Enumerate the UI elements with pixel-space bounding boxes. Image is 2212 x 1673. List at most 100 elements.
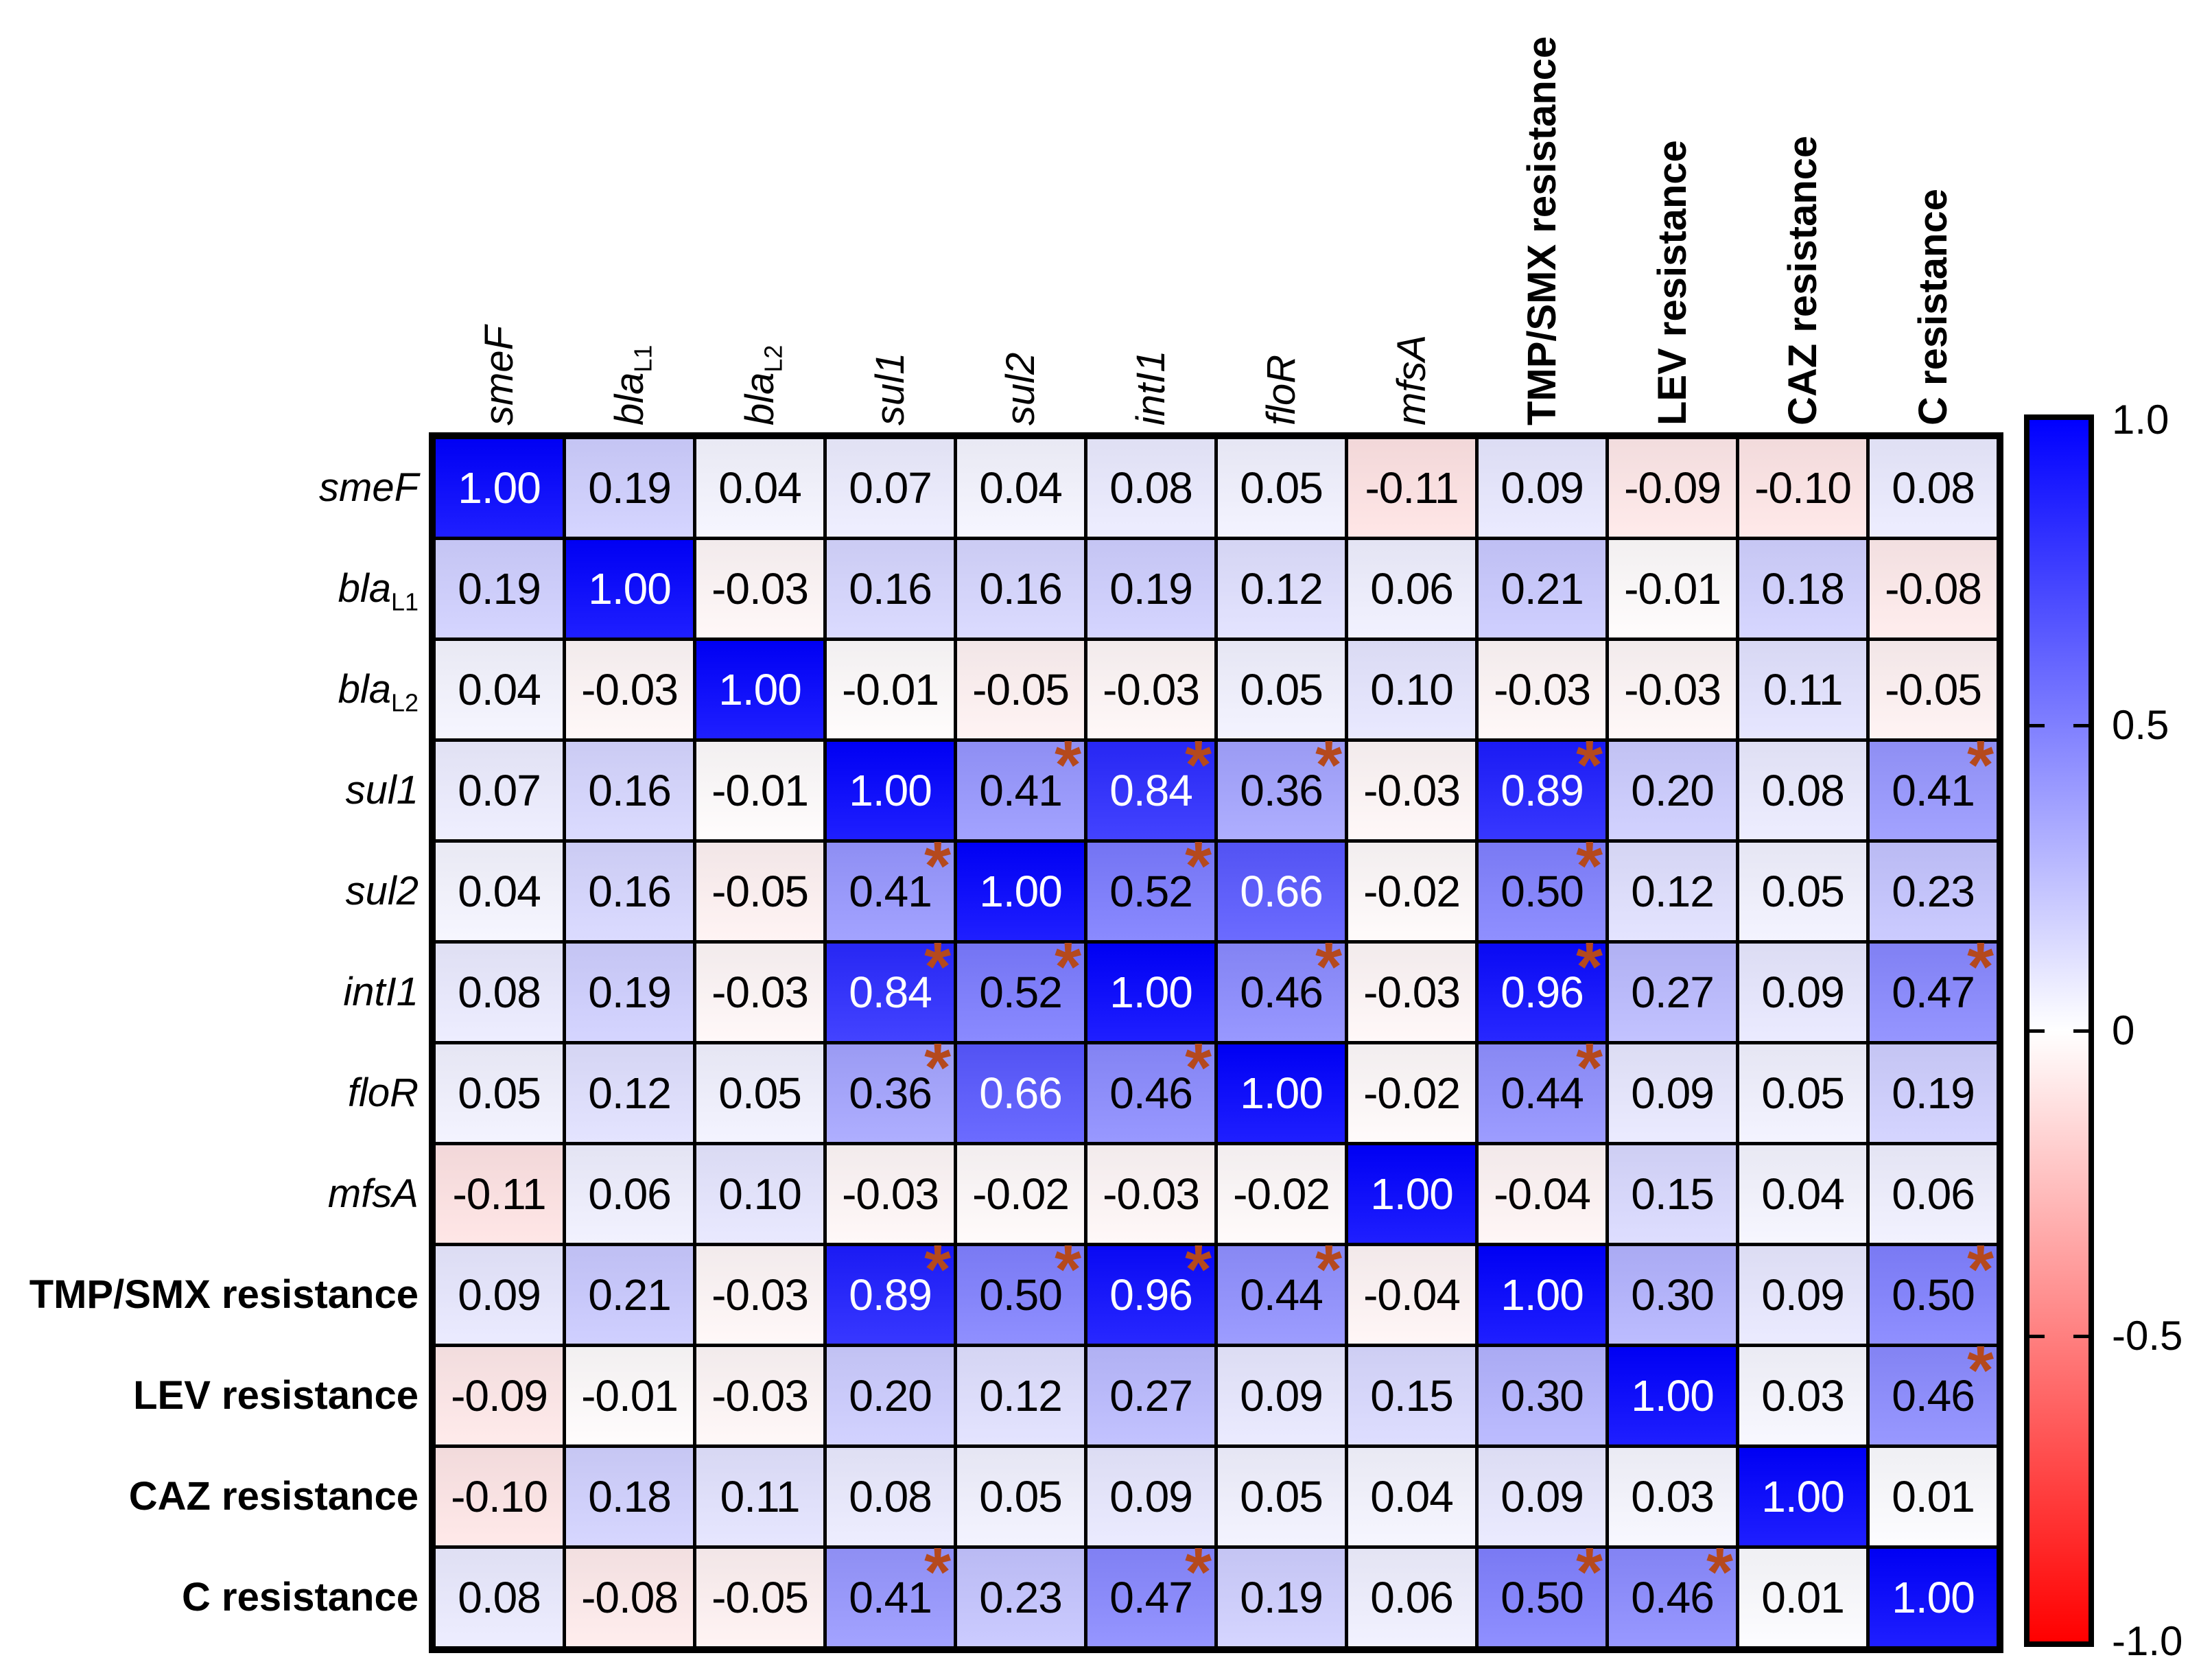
- heatmap-cell: 0.19: [1087, 540, 1214, 637]
- heatmap-cell: 0.10: [696, 1145, 823, 1243]
- heatmap-cell: 0.09: [1739, 1246, 1866, 1344]
- significance-asterisk: *: [1185, 1231, 1212, 1308]
- cell-value: 0.09: [1631, 1068, 1715, 1118]
- cell-value: 0.04: [1370, 1472, 1454, 1521]
- cell-value: 0.44: [1240, 1270, 1323, 1320]
- cell-value: 0.20: [1631, 766, 1715, 815]
- cell-value: 0.05: [979, 1472, 1063, 1521]
- significance-asterisk: *: [1967, 928, 1994, 1005]
- column-label-smeF: smeF: [476, 326, 521, 425]
- heatmap-cell: 0.06: [1870, 1145, 1997, 1243]
- cell-value: -0.08: [1885, 564, 1982, 613]
- heatmap-cell: -0.08: [566, 1549, 693, 1646]
- heatmap-cell: 0.41 *: [827, 832, 954, 940]
- heatmap-cell: 0.05: [1218, 1448, 1345, 1545]
- heatmap-cell: 0.09: [1087, 1448, 1214, 1545]
- cell-value: 1.00: [849, 766, 932, 815]
- row-label-CAZ-resistance: CAZ resistance: [128, 1474, 419, 1519]
- heatmap-cell: 0.47 *: [1870, 933, 1997, 1041]
- significance-asterisk: *: [1706, 1534, 1733, 1611]
- heatmap-cell: -0.03: [1087, 1145, 1214, 1243]
- heatmap-cell: 0.52 *: [957, 933, 1084, 1041]
- heatmap-cell: 1.00: [566, 540, 693, 637]
- row-label-LEV-resistance: LEV resistance: [133, 1373, 419, 1418]
- cell-value: 0.07: [849, 463, 932, 513]
- heatmap-cell: 0.05: [1218, 439, 1345, 537]
- cell-value: 0.16: [588, 867, 672, 916]
- heatmap-cell: -0.02: [1218, 1145, 1345, 1243]
- cell-value: 0.06: [1892, 1169, 1975, 1219]
- heatmap-cell: 0.16: [566, 742, 693, 839]
- heatmap-cell: 0.19: [1218, 1549, 1345, 1646]
- heatmap-cell: 0.30: [1609, 1246, 1736, 1344]
- heatmap-cell: -0.09: [436, 1347, 563, 1444]
- column-label-LEV-resistance: LEV resistance: [1649, 140, 1695, 425]
- heatmap-cell: 0.11: [1739, 641, 1866, 738]
- cell-value: -0.04: [1363, 1270, 1461, 1320]
- heatmap-cell: 0.21: [1479, 540, 1605, 637]
- heatmap-cell: 0.05: [1739, 843, 1866, 940]
- heatmap-cell: 0.18: [1739, 540, 1866, 637]
- heatmap-cell: -0.10: [1739, 439, 1866, 537]
- heatmap-cell: -0.11: [1348, 439, 1475, 537]
- row-label-smeF: smeF: [319, 465, 419, 510]
- heatmap-cell: -0.03: [696, 944, 823, 1041]
- cell-value: 0.18: [588, 1472, 672, 1521]
- heatmap-cell: 0.06: [566, 1145, 693, 1243]
- cell-value: 0.09: [1109, 1472, 1193, 1521]
- cell-value: 1.00: [1761, 1472, 1845, 1521]
- heatmap-cell: 1.00: [1218, 1044, 1345, 1142]
- heatmap-cell: -0.03: [1087, 641, 1214, 738]
- heatmap-cell: 0.52 *: [1087, 832, 1214, 940]
- cell-value: 0.19: [1892, 1068, 1975, 1118]
- cell-value: 0.20: [849, 1371, 932, 1420]
- cell-value: 0.15: [1631, 1169, 1715, 1219]
- cell-value: 0.30: [1501, 1371, 1584, 1420]
- heatmap-cell: 1.00: [1479, 1246, 1605, 1344]
- heatmap-cell: 1.00: [1739, 1448, 1866, 1545]
- column-label-CAZ-resistance: CAZ resistance: [1780, 135, 1825, 425]
- significance-asterisk: *: [1967, 727, 1994, 804]
- cell-value: 1.00: [458, 463, 541, 513]
- heatmap-cell: 0.15: [1609, 1145, 1736, 1243]
- cell-value: 0.01: [1761, 1573, 1845, 1622]
- heatmap-cell: 0.05: [1218, 641, 1345, 738]
- significance-asterisk: *: [1967, 1231, 1994, 1308]
- heatmap-cell: 0.20: [827, 1347, 954, 1444]
- cell-value: 0.41: [979, 766, 1063, 815]
- heatmap-cell: 0.16: [566, 843, 693, 940]
- heatmap-cell: 0.89 *: [827, 1235, 954, 1344]
- colorbar-tick: [2029, 724, 2045, 727]
- cell-value: 0.21: [588, 1270, 672, 1320]
- heatmap-cell: 1.00: [1087, 944, 1214, 1041]
- cell-value: 0.96: [1501, 968, 1584, 1017]
- heatmap-cell: 0.46 *: [1870, 1336, 1997, 1444]
- cell-value: 0.19: [588, 968, 672, 1017]
- heatmap-cell: -0.03: [696, 540, 823, 637]
- cell-value: 1.00: [1370, 1169, 1454, 1219]
- heatmap-cell: 0.09: [1609, 1044, 1736, 1142]
- heatmap-cell: -0.05: [1870, 641, 1997, 738]
- cell-value: -0.05: [711, 867, 809, 916]
- cell-value: 0.23: [979, 1573, 1063, 1622]
- significance-asterisk: *: [1315, 928, 1342, 1005]
- cell-value: 0.05: [1240, 665, 1323, 714]
- heatmap-cell: 0.04: [696, 439, 823, 537]
- row-label-intI1: intI1: [343, 970, 419, 1014]
- cell-value: 0.05: [1761, 1068, 1845, 1118]
- cell-value: 0.46: [1631, 1573, 1715, 1622]
- heatmap-cell: 0.08: [1739, 742, 1866, 839]
- heatmap-cell: 0.19: [1870, 1044, 1997, 1142]
- row-label-bla: blaL1: [338, 566, 419, 616]
- cell-value: -0.03: [711, 564, 809, 613]
- cell-value: 0.08: [458, 1573, 541, 1622]
- cell-value: 0.08: [1761, 766, 1845, 815]
- cell-value: -0.03: [1363, 968, 1461, 1017]
- cell-value: 0.30: [1631, 1270, 1715, 1320]
- heatmap-cell: 0.07: [436, 742, 563, 839]
- cell-value: 0.08: [458, 968, 541, 1017]
- colorbar-tick-label: 1.0: [2112, 397, 2169, 443]
- cell-value: 0.36: [1240, 766, 1323, 815]
- heatmap-cell: -0.05: [957, 641, 1084, 738]
